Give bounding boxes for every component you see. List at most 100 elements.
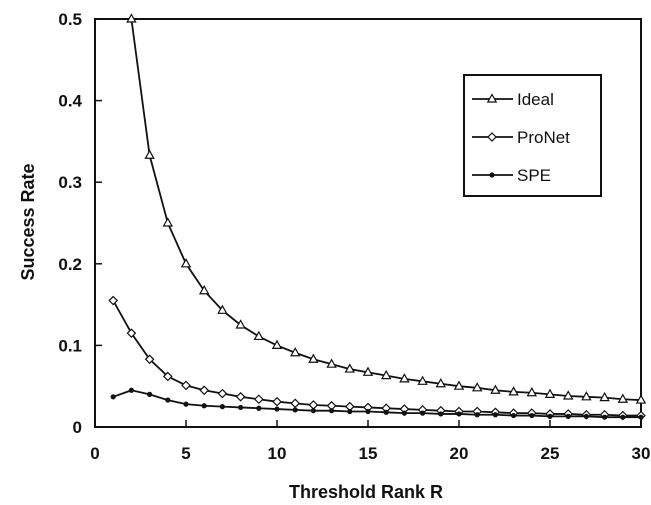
data-point <box>126 13 137 23</box>
legend-label: ProNet <box>517 128 570 147</box>
data-point <box>492 412 498 418</box>
series-pronet <box>108 295 646 421</box>
data-point <box>147 391 153 397</box>
x-tick-label: 0 <box>90 444 99 463</box>
data-point <box>581 391 592 401</box>
legend-item-pronet: ProNet <box>472 128 570 147</box>
data-point <box>526 387 538 397</box>
data-point <box>310 408 316 414</box>
data-point <box>253 394 264 405</box>
data-point <box>183 401 189 407</box>
x-tick-label: 20 <box>450 444 469 463</box>
data-point <box>456 411 462 417</box>
data-point <box>144 149 155 159</box>
data-point <box>399 373 410 383</box>
x-tick-label: 15 <box>359 444 378 463</box>
data-point <box>620 414 626 420</box>
data-point <box>144 354 155 365</box>
y-tick-label: 0 <box>73 418 82 437</box>
data-point <box>565 413 571 419</box>
legend-marker <box>487 132 497 142</box>
data-point <box>617 393 629 403</box>
data-point <box>380 369 392 380</box>
legend: Ideal ProNet SPE <box>463 74 602 197</box>
series-layer <box>108 13 647 421</box>
data-point <box>110 394 116 400</box>
legend-item-spe: SPE <box>472 166 551 185</box>
series-spe <box>110 387 644 420</box>
legend-label: Ideal <box>517 90 554 109</box>
data-point <box>271 339 283 349</box>
data-point <box>181 380 191 391</box>
data-point <box>471 382 483 392</box>
data-point <box>128 387 134 393</box>
data-point <box>326 358 337 368</box>
x-axis-title: Threshold Rank R <box>289 482 443 502</box>
data-point <box>274 406 280 412</box>
data-point <box>383 409 389 415</box>
data-point <box>162 371 173 382</box>
data-point <box>162 217 174 227</box>
data-point <box>401 410 407 416</box>
y-tick-label: 0.5 <box>58 10 82 29</box>
data-point <box>253 330 265 341</box>
y-tick-label: 0.2 <box>58 255 82 274</box>
data-point <box>308 400 319 410</box>
data-point <box>510 412 517 419</box>
data-point <box>290 398 301 409</box>
data-point <box>238 404 244 411</box>
data-point <box>235 391 246 402</box>
data-point <box>602 414 608 420</box>
data-point <box>126 328 137 339</box>
data-point <box>420 410 426 416</box>
x-axis-ticks: 0 5 10 15 20 25 30 <box>90 420 650 463</box>
legend-label: SPE <box>517 166 551 185</box>
y-axis-ticks: 0 0.1 0.2 0.3 0.4 0.5 <box>58 10 102 437</box>
data-point <box>256 405 262 411</box>
x-tick-label: 5 <box>181 444 190 463</box>
series-line <box>112 300 641 417</box>
data-point <box>219 404 225 410</box>
data-point <box>599 391 610 402</box>
y-tick-label: 0.4 <box>58 92 82 111</box>
data-point <box>217 304 228 314</box>
legend-marker <box>489 172 495 178</box>
data-point <box>544 388 556 398</box>
data-point <box>217 388 228 399</box>
data-point <box>329 408 335 414</box>
data-point <box>435 378 447 388</box>
data-point <box>201 403 207 409</box>
data-point <box>198 285 210 295</box>
data-point <box>289 347 301 357</box>
series-line <box>112 389 641 419</box>
data-point <box>344 363 356 373</box>
data-point <box>272 396 282 407</box>
data-point <box>165 397 171 403</box>
data-point <box>474 412 480 418</box>
legend-item-ideal: Ideal <box>472 90 554 109</box>
data-point <box>638 414 644 420</box>
data-point <box>199 385 210 396</box>
data-point <box>508 386 519 396</box>
data-point <box>490 384 501 394</box>
x-tick-label: 25 <box>541 444 560 463</box>
y-tick-label: 0.3 <box>58 173 82 192</box>
data-point <box>292 407 298 413</box>
y-axis-title: Success Rate <box>18 163 38 280</box>
legend-marker <box>486 93 498 103</box>
series-ideal <box>126 13 647 404</box>
x-tick-label: 10 <box>268 444 287 463</box>
x-tick-label: 30 <box>632 444 651 463</box>
y-tick-label: 0.1 <box>58 336 82 355</box>
data-point <box>562 390 574 400</box>
data-point <box>583 413 590 419</box>
data-point <box>417 375 428 385</box>
data-point <box>362 366 374 376</box>
data-point <box>453 380 465 390</box>
data-point <box>180 258 192 268</box>
data-point <box>438 411 444 417</box>
data-point <box>235 319 246 329</box>
data-point <box>529 412 535 419</box>
data-point <box>635 394 647 404</box>
